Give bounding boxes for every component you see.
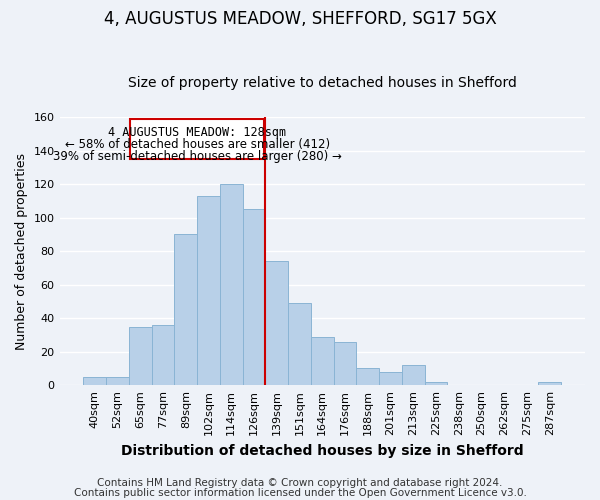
Bar [425, 382, 448, 385]
Title: Size of property relative to detached houses in Shefford: Size of property relative to detached ho… [128, 76, 517, 90]
Bar [220, 184, 242, 385]
Bar [311, 336, 334, 385]
Bar [265, 261, 288, 385]
Y-axis label: Number of detached properties: Number of detached properties [15, 152, 28, 350]
FancyBboxPatch shape [130, 118, 264, 159]
Text: Contains HM Land Registry data © Crown copyright and database right 2024.: Contains HM Land Registry data © Crown c… [97, 478, 503, 488]
Text: 4 AUGUSTUS MEADOW: 128sqm: 4 AUGUSTUS MEADOW: 128sqm [108, 126, 286, 140]
Bar [129, 326, 152, 385]
Bar [242, 209, 265, 385]
Text: ← 58% of detached houses are smaller (412): ← 58% of detached houses are smaller (41… [65, 138, 330, 151]
X-axis label: Distribution of detached houses by size in Shefford: Distribution of detached houses by size … [121, 444, 524, 458]
Bar [197, 196, 220, 385]
Bar [152, 325, 175, 385]
Bar [288, 303, 311, 385]
Bar [175, 234, 197, 385]
Bar [379, 372, 402, 385]
Text: Contains public sector information licensed under the Open Government Licence v3: Contains public sector information licen… [74, 488, 526, 498]
Bar [402, 365, 425, 385]
Text: 4, AUGUSTUS MEADOW, SHEFFORD, SG17 5GX: 4, AUGUSTUS MEADOW, SHEFFORD, SG17 5GX [104, 10, 496, 28]
Bar [538, 382, 561, 385]
Bar [334, 342, 356, 385]
Bar [106, 377, 129, 385]
Text: 39% of semi-detached houses are larger (280) →: 39% of semi-detached houses are larger (… [53, 150, 341, 162]
Bar [83, 377, 106, 385]
Bar [356, 368, 379, 385]
